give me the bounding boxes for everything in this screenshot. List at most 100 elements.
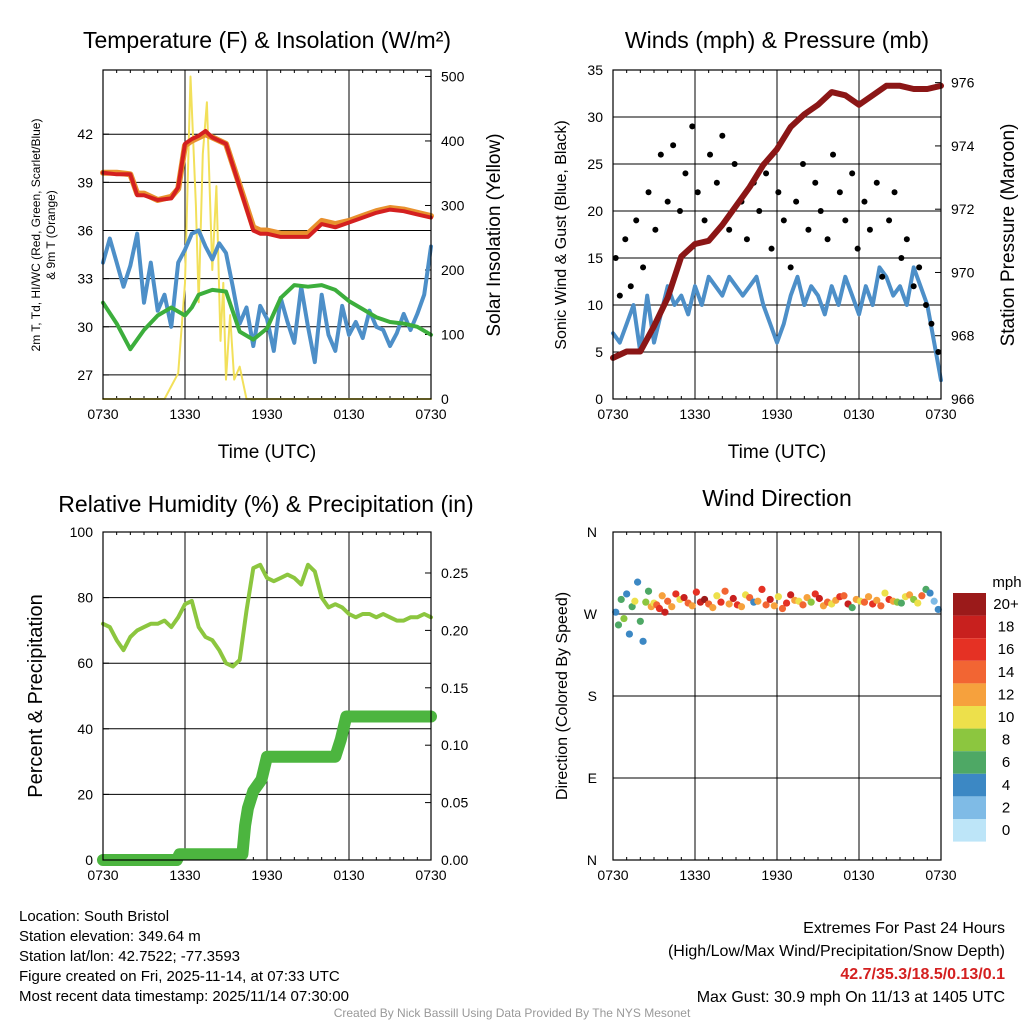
direction-point bbox=[668, 603, 676, 611]
y2-tick-label: 200 bbox=[441, 262, 465, 278]
direction-point bbox=[930, 597, 938, 605]
y2-tick-label: 976 bbox=[951, 75, 975, 91]
station-latlon: Station lat/lon: 42.7522; -77.3593 bbox=[19, 948, 241, 965]
direction-point bbox=[762, 601, 770, 609]
y2-tick-label: 500 bbox=[441, 68, 465, 84]
direction-point bbox=[918, 592, 926, 600]
extremes-max-gust: Max Gust: 30.9 mph On 11/13 at 1405 UTC bbox=[696, 989, 1005, 1006]
direction-point bbox=[623, 590, 631, 598]
y2-tick-label: 970 bbox=[951, 264, 975, 280]
chart-title: Wind Direction bbox=[702, 485, 852, 511]
y-tick-label: 30 bbox=[77, 319, 93, 335]
y-tick-label: 15 bbox=[587, 250, 603, 266]
y-tick-label: S bbox=[588, 688, 597, 704]
direction-point bbox=[642, 598, 650, 606]
credit-line: Created By Nick Bassill Using Data Provi… bbox=[333, 1006, 691, 1020]
x-axis-label: Time (UTC) bbox=[728, 442, 827, 463]
y-tick-label: E bbox=[588, 770, 597, 786]
gust-point bbox=[922, 302, 929, 308]
figure-created: Figure created on Fri, 2025-11-14, at 07… bbox=[19, 968, 340, 985]
direction-point bbox=[840, 592, 848, 600]
y2-tick-label: 0.20 bbox=[441, 622, 468, 638]
direction-point bbox=[634, 578, 642, 586]
direction-point bbox=[815, 594, 823, 603]
gust-point bbox=[689, 123, 696, 130]
y-tick-label: 60 bbox=[77, 655, 93, 671]
colorbar-swatch bbox=[953, 706, 986, 729]
gust-point bbox=[836, 189, 843, 196]
direction-point bbox=[688, 602, 696, 610]
colorbar-swatch bbox=[953, 796, 986, 819]
gust-point bbox=[935, 349, 942, 355]
y2-tick-label: 0.00 bbox=[441, 852, 468, 868]
direction-point bbox=[873, 596, 881, 604]
direction-point bbox=[758, 585, 766, 594]
colorbar-label: 18 bbox=[998, 619, 1015, 636]
y-tick-label: 39 bbox=[77, 174, 93, 190]
gust-point bbox=[849, 170, 856, 177]
gust-point bbox=[612, 255, 619, 261]
colorbar-swatch bbox=[953, 593, 986, 616]
y2-axis-label: Solar Insolation (Yellow) bbox=[484, 133, 505, 336]
y2-tick-label: 0.15 bbox=[441, 680, 468, 696]
colorbar-swatch bbox=[953, 751, 986, 774]
y-axis-label: Percent & Precipitation bbox=[25, 594, 47, 797]
y-tick-label: 80 bbox=[77, 590, 93, 606]
gust-point bbox=[682, 170, 689, 177]
gust-point bbox=[842, 217, 849, 224]
x-tick-label: 0730 bbox=[87, 867, 118, 883]
direction-point bbox=[644, 587, 653, 595]
colorbar-swatch bbox=[953, 638, 986, 661]
gust-point bbox=[866, 226, 873, 233]
colorbar-label: 6 bbox=[1002, 754, 1010, 771]
gust-point bbox=[707, 151, 714, 158]
gust-point bbox=[616, 292, 623, 299]
direction-point bbox=[692, 588, 700, 596]
direction-point bbox=[721, 587, 729, 595]
direction-point bbox=[807, 598, 815, 606]
gust-point bbox=[657, 151, 664, 158]
gust-point bbox=[780, 217, 787, 224]
colorbar-label: 8 bbox=[1002, 732, 1010, 749]
x-tick-label: 0130 bbox=[843, 406, 874, 422]
direction-point bbox=[770, 602, 778, 610]
colorbar-swatch bbox=[953, 660, 986, 684]
direction-point bbox=[725, 600, 733, 608]
y-tick-label: 100 bbox=[70, 524, 94, 540]
y-axis-label: 2m T, Td, HI/WC (Red, Green, Scarlet/Blu… bbox=[29, 119, 43, 352]
y-axis-label-line2: & 9m T (Orange) bbox=[44, 190, 58, 280]
extremes-values: 42.7/35.3/18.5/0.13/0.1 bbox=[840, 966, 1005, 983]
gust-point bbox=[640, 264, 647, 271]
y2-tick-label: 972 bbox=[951, 201, 975, 217]
x-axis-label: Time (UTC) bbox=[218, 442, 317, 463]
wind-chill-line bbox=[101, 228, 433, 365]
extremes-subtitle: (High/Low/Max Wind/Precipitation/Snow De… bbox=[667, 943, 1005, 960]
x-tick-label: 0730 bbox=[415, 867, 446, 883]
direction-point bbox=[655, 604, 664, 613]
chart-title: Winds (mph) & Pressure (mb) bbox=[625, 27, 929, 53]
direction-point bbox=[664, 597, 672, 605]
direction-point bbox=[934, 605, 942, 614]
y-tick-label: 20 bbox=[587, 203, 603, 219]
x-tick-label: 1330 bbox=[679, 867, 710, 883]
y2-tick-label: 100 bbox=[441, 326, 465, 342]
y-tick-label: 40 bbox=[77, 721, 93, 737]
gust-point bbox=[898, 255, 905, 261]
direction-point bbox=[713, 592, 721, 600]
y2-tick-label: 974 bbox=[951, 138, 975, 154]
y-tick-label: 5 bbox=[595, 344, 603, 360]
gust-point bbox=[793, 198, 800, 205]
colorbar-swatch bbox=[953, 615, 986, 639]
gust-point bbox=[910, 283, 917, 290]
gust-point bbox=[775, 189, 782, 196]
y-tick-label: 42 bbox=[77, 126, 93, 142]
x-tick-label: 0730 bbox=[87, 406, 118, 422]
x-tick-label: 1330 bbox=[169, 867, 200, 883]
gust-point bbox=[830, 151, 837, 158]
y-tick-label: 10 bbox=[587, 297, 603, 313]
recent-timestamp: Most recent data timestamp: 2025/11/14 0… bbox=[19, 988, 349, 1005]
gust-point bbox=[854, 245, 861, 252]
gust-point bbox=[645, 189, 652, 196]
direction-point bbox=[926, 589, 934, 597]
colorbar-label: 2 bbox=[1002, 799, 1010, 816]
